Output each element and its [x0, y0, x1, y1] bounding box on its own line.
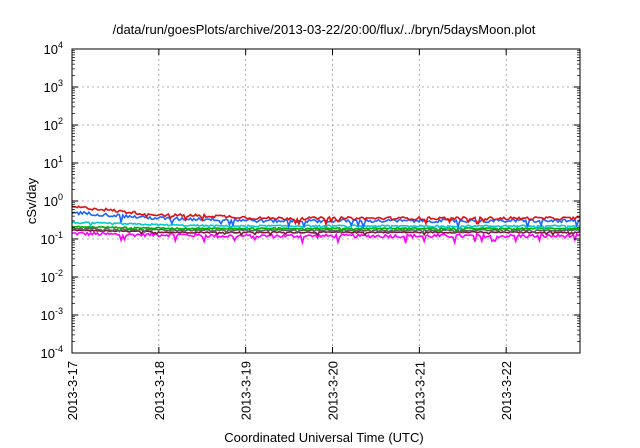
y-tick-label: 100	[44, 192, 63, 209]
x-tick-label: 2013-3-21	[412, 361, 427, 420]
y-tick-label: 10-4	[41, 344, 63, 361]
y-tick-label: 102	[44, 116, 63, 133]
series-group	[71, 205, 581, 246]
series-line	[71, 231, 581, 246]
x-tick-label: 2013-3-19	[239, 361, 254, 420]
series-line	[71, 205, 581, 227]
y-tick-label: 10-1	[41, 230, 63, 247]
tick-group: 10-4 10-3 10-2 10-1 100 101 102 103 104 2013-3-17…	[41, 40, 580, 420]
x-tick-label: 2013-3-18	[152, 361, 167, 420]
y-tick-label: 10-3	[41, 306, 63, 323]
y-tick-label: 103	[44, 78, 63, 95]
x-tick-label: 2013-3-17	[65, 361, 80, 420]
chart-title: /data/run/goesPlots/archive/2013-03-22/2…	[113, 22, 536, 37]
x-tick-label: 2013-3-20	[326, 361, 341, 420]
y-axis-label: cSv/day	[24, 177, 39, 224]
series-line	[71, 227, 581, 235]
series-line	[72, 225, 581, 233]
grid	[72, 49, 580, 353]
x-tick-label: 2013-3-22	[499, 361, 514, 420]
y-tick-label: 104	[44, 40, 63, 57]
y-tick-label: 101	[44, 154, 63, 171]
series-line	[71, 228, 581, 237]
y-tick-label: 10-2	[41, 268, 63, 285]
x-axis-label: Coordinated Universal Time (UTC)	[224, 430, 423, 445]
